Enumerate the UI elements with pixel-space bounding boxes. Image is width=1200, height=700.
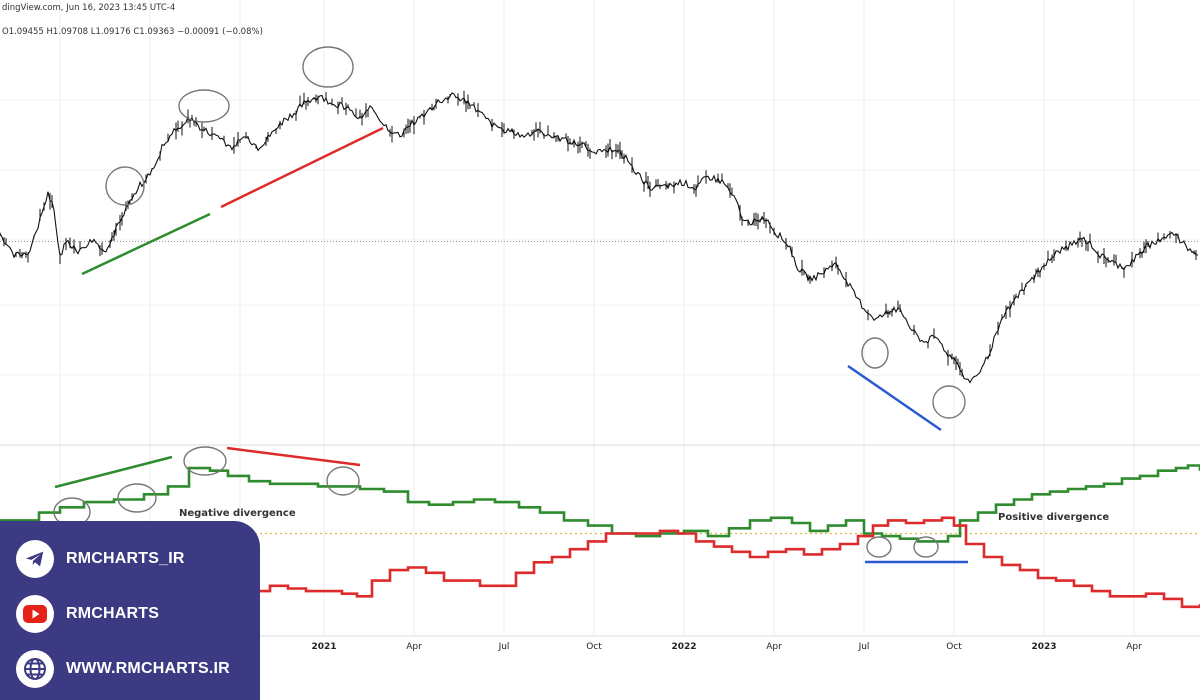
positive-divergence-label: Positive divergence: [998, 512, 1110, 523]
highlight-circle-4: [932, 385, 966, 419]
x-tick-label: 2021: [311, 642, 337, 652]
x-tick-label: Jul: [858, 642, 870, 652]
highlight-circle-8: [326, 466, 360, 496]
youtube-icon: [16, 595, 54, 633]
trendline-1: [220, 126, 384, 209]
highlight-circle-3: [861, 337, 889, 369]
highlight-circle-9: [866, 536, 892, 558]
highlight-circle-2: [302, 46, 354, 88]
youtube-link[interactable]: RMCHARTS: [16, 595, 159, 633]
telegram-handle: RMCHARTS_IR: [66, 550, 185, 567]
x-tick-label: Oct: [586, 642, 602, 652]
x-tick-label: Apr: [406, 642, 422, 652]
telegram-link[interactable]: RMCHARTS_IR: [16, 540, 185, 578]
divergence-trendlines: [54, 126, 968, 564]
youtube-handle: RMCHARTS: [66, 605, 160, 622]
price-reference-line: [0, 241, 1200, 535]
x-tick-label: Apr: [1126, 642, 1142, 652]
price-line: [0, 92, 1199, 384]
divergence-circles: [53, 46, 966, 558]
trendline-3: [54, 455, 173, 489]
highlight-circle-10: [913, 536, 939, 558]
x-tick-label: Apr: [766, 642, 782, 652]
chart-source-header: dingView.com, Jun 16, 2023 13:45 UTC-4: [2, 3, 176, 13]
website-link[interactable]: WWW.RMCHARTS.IR: [16, 650, 230, 688]
telegram-icon: [16, 540, 54, 578]
social-links-panel: RMCHARTS_IR RMCHARTS WWW.RMCHARTS.IR: [0, 521, 260, 700]
x-tick-label: Oct: [946, 642, 962, 652]
x-tick-label: 2023: [1031, 642, 1057, 652]
x-tick-label: Jul: [498, 642, 510, 652]
highlight-circle-7: [183, 446, 227, 476]
globe-icon: [16, 650, 54, 688]
x-tick-label: 2022: [671, 642, 697, 652]
trendline-0: [81, 212, 211, 276]
trendline-4: [226, 446, 361, 467]
highlight-circle-6: [117, 483, 157, 513]
highlight-circle-1: [178, 89, 230, 123]
chart-grid: [0, 0, 1200, 637]
highlight-circle-0: [105, 166, 145, 206]
price-series: [0, 90, 1199, 384]
negative-divergence-label: Negative divergence: [179, 508, 296, 519]
indicator-line-green: [0, 464, 1200, 543]
trendline-2: [847, 364, 942, 432]
ohlc-readout: O1.09455 H1.09708 L1.09176 C1.09363 −0.0…: [2, 27, 263, 37]
website-url: WWW.RMCHARTS.IR: [66, 660, 230, 677]
